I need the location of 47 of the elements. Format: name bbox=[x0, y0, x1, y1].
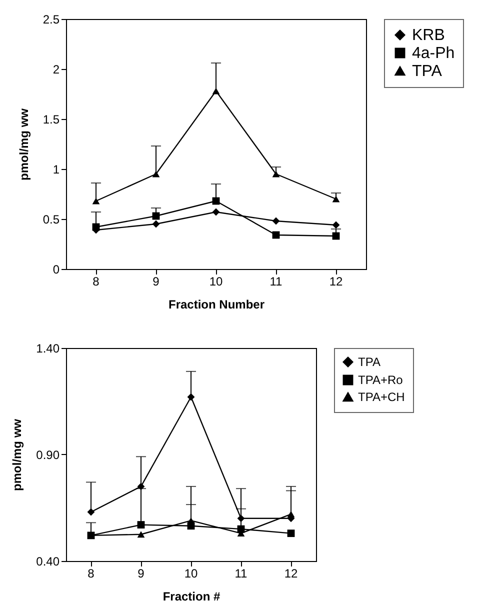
point bbox=[212, 88, 220, 94]
x-tick-label: 11 bbox=[270, 274, 283, 288]
point bbox=[87, 508, 95, 516]
y-tick-label: 2.5 bbox=[42, 12, 60, 26]
legend-label: TPA bbox=[358, 355, 380, 369]
x-tick-label: 11 bbox=[234, 566, 248, 580]
point bbox=[137, 531, 145, 538]
x-axis-title: Fraction Number bbox=[168, 298, 265, 312]
legend-label: TPA bbox=[412, 63, 442, 80]
point bbox=[272, 217, 280, 225]
point bbox=[332, 221, 340, 229]
y-tick-label: 0.5 bbox=[42, 212, 60, 226]
x-tick-label: 9 bbox=[152, 274, 160, 288]
x-tick-label: 10 bbox=[209, 274, 223, 288]
y-tick-label: 1.5 bbox=[42, 112, 60, 126]
point bbox=[187, 517, 195, 524]
legend-label: KRB bbox=[412, 27, 445, 44]
y-axis-title: pmol/mg ww bbox=[10, 418, 24, 491]
y-tick-label: 0.90 bbox=[36, 448, 60, 462]
point bbox=[152, 170, 160, 178]
point bbox=[92, 198, 100, 204]
point bbox=[237, 514, 245, 522]
y-tick-label: 2 bbox=[52, 62, 60, 76]
point bbox=[287, 530, 295, 538]
point bbox=[137, 521, 145, 528]
y-tick-label: 1 bbox=[52, 162, 60, 176]
point bbox=[272, 170, 280, 178]
x-tick-label: 12 bbox=[329, 274, 343, 288]
point bbox=[332, 196, 340, 202]
y-tick-label: 1.40 bbox=[36, 342, 60, 356]
y-axis-title: pmol/mg ww bbox=[16, 108, 31, 180]
x-axis-title: Fraction # bbox=[162, 590, 220, 604]
x-tick-label: 10 bbox=[184, 566, 198, 580]
y-tick-label: 0 bbox=[52, 262, 60, 276]
legend-label: TPA+CH bbox=[358, 390, 405, 404]
point bbox=[152, 220, 160, 228]
x-tick-label: 8 bbox=[88, 566, 95, 580]
legend-label: TPA+Ro bbox=[358, 373, 404, 387]
point bbox=[137, 482, 145, 490]
legend-label: 4a-Ph bbox=[412, 45, 455, 62]
x-tick-label: 8 bbox=[92, 274, 100, 288]
x-tick-label: 9 bbox=[138, 566, 145, 580]
y-tick-label: 0.40 bbox=[36, 554, 60, 568]
point bbox=[212, 208, 220, 216]
x-tick-label: 12 bbox=[284, 566, 298, 580]
point bbox=[287, 510, 295, 518]
point bbox=[187, 393, 195, 401]
